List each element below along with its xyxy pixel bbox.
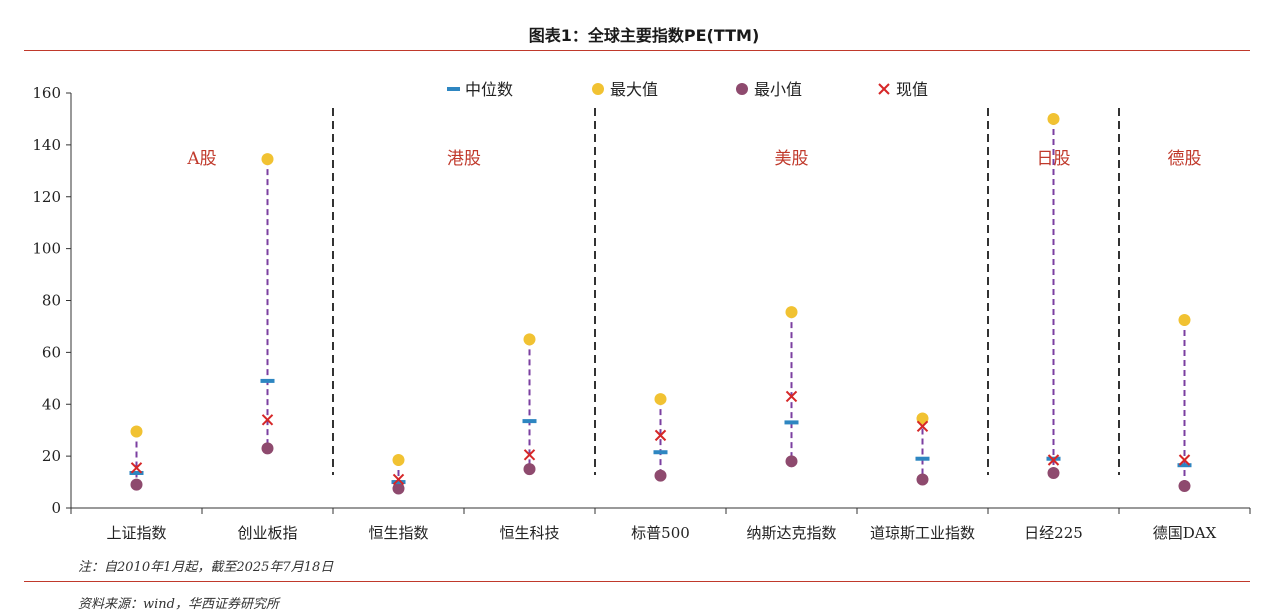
legend-min-swatch: [736, 83, 748, 95]
x-tick-label: 恒生指数: [368, 524, 428, 542]
source-text: 资料来源：wind，华西证券研究所: [78, 597, 279, 612]
max-point: [1178, 313, 1191, 326]
min-point: [916, 473, 929, 486]
max-point: [261, 153, 274, 166]
median-mark: [915, 456, 930, 461]
current-mark-stroke: [523, 449, 536, 461]
y-tick-label: 0: [51, 499, 61, 517]
x-tick-label: 上证指数: [106, 524, 166, 542]
legend-label: 现值: [896, 80, 928, 99]
legend-median-swatch: [447, 87, 460, 91]
axes: 0 20 40 60 80 100 120 140 160 上证指数 创业板指 恒生指数 恒生科技 标普5…: [32, 84, 1251, 542]
current-mark: [1047, 454, 1060, 466]
x-tick-label: 德国DAX: [1153, 524, 1217, 542]
min-point: [130, 478, 143, 491]
max-point: [392, 454, 405, 467]
y-tick-label: 80: [42, 292, 61, 310]
median-mark: [784, 420, 799, 425]
legend: 中位数 最大值 最小值 现值: [447, 80, 928, 99]
median-mark: [391, 480, 406, 485]
min-point: [1178, 479, 1191, 492]
y-tick-label: 120: [32, 188, 61, 206]
min-point: [392, 482, 405, 495]
legend-label: 中位数: [465, 80, 513, 99]
group-label: 港股: [447, 149, 481, 169]
current-mark-stroke: [785, 390, 798, 403]
legend-item-max: 最大值: [592, 80, 658, 99]
group-labels: A股 港股 美股 日股 德股: [186, 149, 1201, 169]
data-marks: [129, 112, 1192, 495]
legend-max-swatch: [592, 83, 604, 95]
legend-label: 最大值: [610, 80, 658, 99]
max-point: [654, 393, 667, 406]
pe-range-chart: 0 20 40 60 80 100 120 140 160 上证指数 创业板指 恒生指数 恒生科技 标普5…: [32, 80, 1251, 542]
chart-title: 图表1：全球主要指数PE(TTM): [528, 26, 760, 45]
min-point: [261, 442, 274, 455]
current-mark-stroke: [130, 462, 143, 474]
x-tick-label: 恒生科技: [499, 524, 559, 542]
x-tick-label: 日经225: [1024, 524, 1083, 542]
y-tick-label: 60: [42, 343, 61, 361]
x-tick-label: 创业板指: [237, 524, 297, 542]
current-mark-stroke: [916, 420, 929, 433]
group-label: 德股: [1168, 149, 1202, 169]
title-rule: [24, 50, 1250, 51]
y-tick-label: 140: [32, 136, 61, 154]
min-point: [654, 469, 667, 482]
max-point: [1047, 112, 1060, 125]
y-tick-label: 100: [32, 240, 61, 258]
current-mark-stroke: [1178, 454, 1191, 466]
legend-item-current: 现值: [878, 80, 928, 99]
median-mark: [653, 450, 668, 455]
min-point: [1047, 466, 1060, 479]
median-mark: [129, 470, 144, 475]
current-mark: [785, 390, 798, 403]
note-text: 注：自2010年1月起，截至2025年7月18日: [78, 560, 334, 575]
legend-label: 最小值: [754, 80, 802, 99]
y-tick-label: 20: [42, 447, 61, 465]
max-point: [785, 306, 798, 319]
current-mark: [261, 414, 274, 426]
x-tick-label: 标普500: [631, 524, 690, 542]
median-mark: [260, 378, 275, 383]
legend-current-swatch: [878, 83, 890, 95]
max-point: [130, 425, 143, 438]
current-mark: [916, 420, 929, 433]
x-tick-label: 纳斯达克指数: [746, 524, 836, 542]
y-tick-label: 40: [42, 395, 61, 413]
group-dividers: [332, 108, 1120, 475]
max-point: [916, 412, 929, 425]
footer-rule: [24, 581, 1250, 582]
current-mark: [130, 462, 143, 474]
current-mark: [523, 449, 536, 461]
current-mark: [654, 429, 667, 442]
group-label: 美股: [775, 149, 809, 169]
group-label: A股: [186, 149, 216, 169]
max-point: [523, 333, 536, 346]
x-tick-label: 道琼斯工业指数: [870, 524, 975, 542]
current-mark-stroke: [392, 473, 405, 486]
current-mark: [392, 473, 405, 486]
group-label: 日股: [1037, 149, 1071, 169]
y-tick-label: 160: [32, 84, 61, 102]
legend-item-min: 最小值: [736, 80, 802, 99]
min-point: [785, 455, 798, 468]
current-mark-stroke: [654, 429, 667, 442]
current-mark: [1178, 454, 1191, 466]
current-mark-stroke: [261, 414, 274, 426]
median-mark: [1177, 463, 1192, 468]
current-mark-stroke: [1047, 454, 1060, 466]
min-point: [523, 463, 536, 476]
median-mark: [522, 419, 537, 424]
legend-item-median: 中位数: [447, 80, 513, 99]
